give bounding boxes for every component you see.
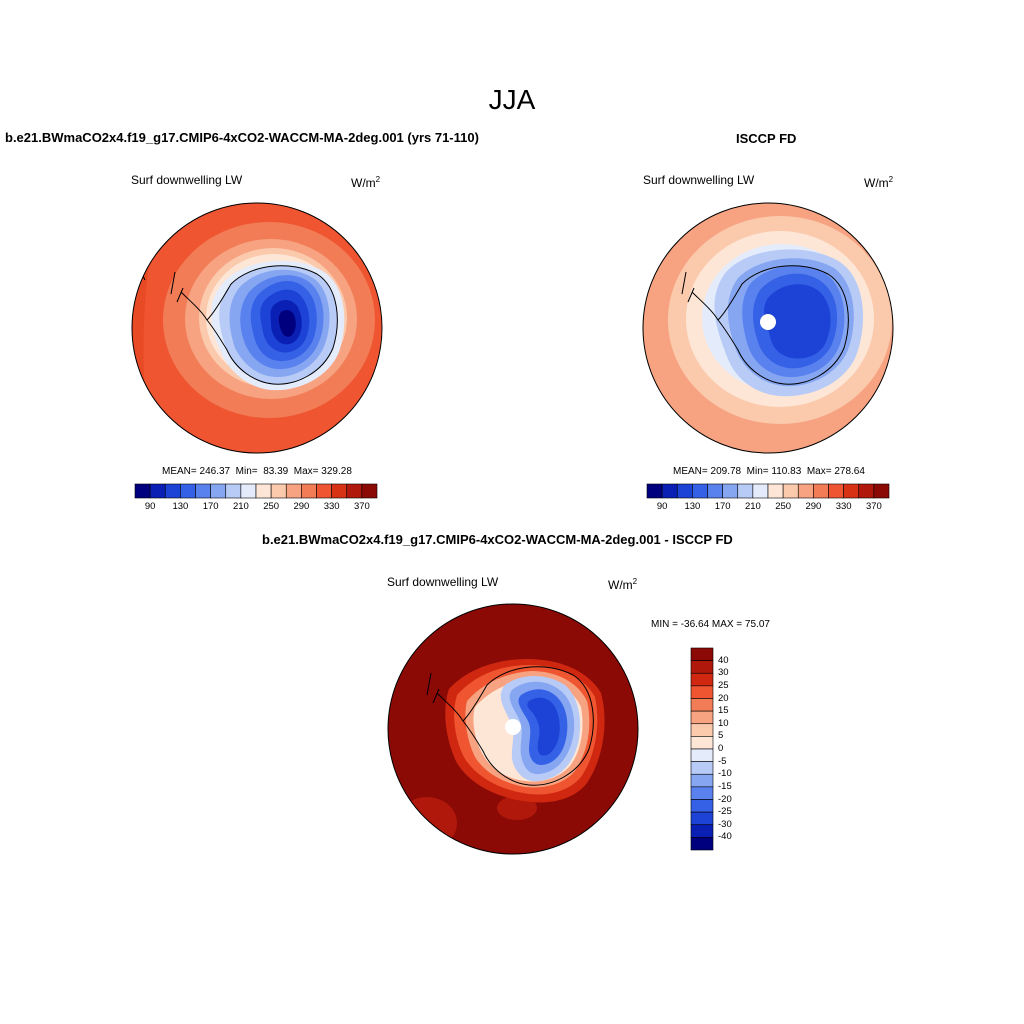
colorbar-swatch [690,660,714,674]
colorbar-tick-label: -25 [718,806,732,818]
colorbar-tick-label: 250 [775,501,792,512]
panel-1-variable-label: Surf downwelling LW [131,173,243,187]
panel-1-colorbar [134,483,378,499]
colorbar-tick-label: -30 [718,818,732,830]
colorbar-swatch [692,483,708,499]
colorbar-swatch [690,799,714,813]
colorbar-swatch [737,483,754,499]
colorbar-tick-label: 90 [144,501,156,512]
colorbar-swatch [331,483,348,499]
colorbar-tick-label: -15 [718,780,732,792]
colorbar-swatch [858,483,875,499]
colorbar-swatch [690,837,714,851]
colorbar-swatch [690,672,714,687]
panel-2-title: ISCCP FD [736,131,797,146]
colorbar-swatch [676,483,693,499]
colorbar-swatch [690,647,714,661]
colorbar-swatch [316,483,332,499]
colorbar-swatch [361,483,378,499]
colorbar-swatch [134,483,151,499]
colorbar-swatch [690,811,714,826]
colorbar-swatch [690,723,714,737]
colorbar-swatch [843,483,860,499]
colorbar-swatch [255,483,272,499]
colorbar-swatch [690,710,714,725]
colorbar-tick-label: 290 [293,501,310,512]
panel-3-units: W/m2 [608,577,638,592]
colorbar-tick-label: 10 [718,717,729,729]
colorbar-swatch [285,483,302,499]
panel-1-title: b.e21.BWmaCO2x4.f19_g17.CMIP6-4xCO2-WACC… [5,130,479,145]
panel-1-polar-map [131,202,383,454]
colorbar-tick-label: 40 [718,654,729,666]
colorbar-swatch [661,483,678,499]
colorbar-tick-label: 30 [718,667,729,679]
colorbar-swatch [813,483,829,499]
colorbar-swatch [180,483,196,499]
colorbar-swatch [707,483,723,499]
colorbar-swatch [225,483,242,499]
colorbar-tick-label: 90 [656,501,668,512]
colorbar-swatch [240,483,257,499]
colorbar-swatch [690,773,714,788]
colorbar-tick-label: 170 [714,501,731,512]
colorbar-swatch [301,483,317,499]
colorbar-swatch [164,483,181,499]
colorbar-tick-label: -40 [718,831,732,843]
colorbar-tick-label: 290 [805,501,822,512]
colorbar-swatch [646,483,663,499]
panel-3-title: b.e21.BWmaCO2x4.f19_g17.CMIP6-4xCO2-WACC… [262,532,733,547]
colorbar-tick-label: -10 [718,768,732,780]
colorbar-swatch [722,483,739,499]
colorbar-tick-label: 25 [718,679,729,691]
panel-3-variable-label: Surf downwelling LW [387,575,499,589]
colorbar-tick-label: 0 [718,743,724,754]
panel-2-units: W/m2 [864,175,894,190]
colorbar-tick-label: 15 [718,705,729,717]
colorbar-tick-label: 330 [835,501,852,512]
panel-2-variable-label: Surf downwelling LW [643,173,755,187]
colorbar-swatch [873,483,890,499]
colorbar-swatch [690,685,714,699]
colorbar-swatch [690,736,714,750]
colorbar-swatch [797,483,814,499]
colorbar-tick-label: 5 [718,730,724,742]
colorbar-tick-label: 210 [232,501,249,512]
figure-title: JJA [488,84,536,115]
colorbar-tick-label: 370 [865,501,882,512]
colorbar-tick-label: 210 [744,501,761,512]
colorbar-swatch [690,698,714,712]
colorbar-swatch [690,786,714,800]
panel-3-colorbar [690,647,714,851]
colorbar-swatch [270,483,287,499]
panel-2-colorbar [646,483,890,499]
panel-3-polar-map [387,603,639,855]
colorbar-tick-label: 370 [353,501,370,512]
panel-2-stats: MEAN= 209.78 Min= 110.83 Max= 278.64 [673,466,865,477]
colorbar-swatch [690,824,714,838]
colorbar-swatch [752,483,769,499]
colorbar-swatch [767,483,784,499]
colorbar-swatch [828,483,844,499]
colorbar-tick-label: 20 [718,692,729,704]
colorbar-swatch [149,483,166,499]
panel-3-minmax: MIN = -36.64 MAX = 75.07 [651,619,770,630]
panel-1-stats: MEAN= 246.37 Min= 83.39 Max= 329.28 [162,466,352,477]
colorbar-tick-label: 130 [172,501,189,512]
colorbar-tick-label: 250 [263,501,280,512]
colorbar-swatch [210,483,227,499]
colorbar-tick-label: -5 [718,755,727,767]
colorbar-tick-label: 330 [323,501,340,512]
colorbar-swatch [690,761,714,775]
colorbar-swatch [346,483,363,499]
colorbar-swatch [690,748,714,762]
panel-1-units: W/m2 [351,175,381,190]
panel-2-polar-map [642,202,894,454]
colorbar-tick-label: 170 [202,501,219,512]
colorbar-tick-label: 130 [684,501,701,512]
colorbar-tick-label: -20 [718,793,732,805]
colorbar-swatch [195,483,211,499]
colorbar-swatch [782,483,799,499]
